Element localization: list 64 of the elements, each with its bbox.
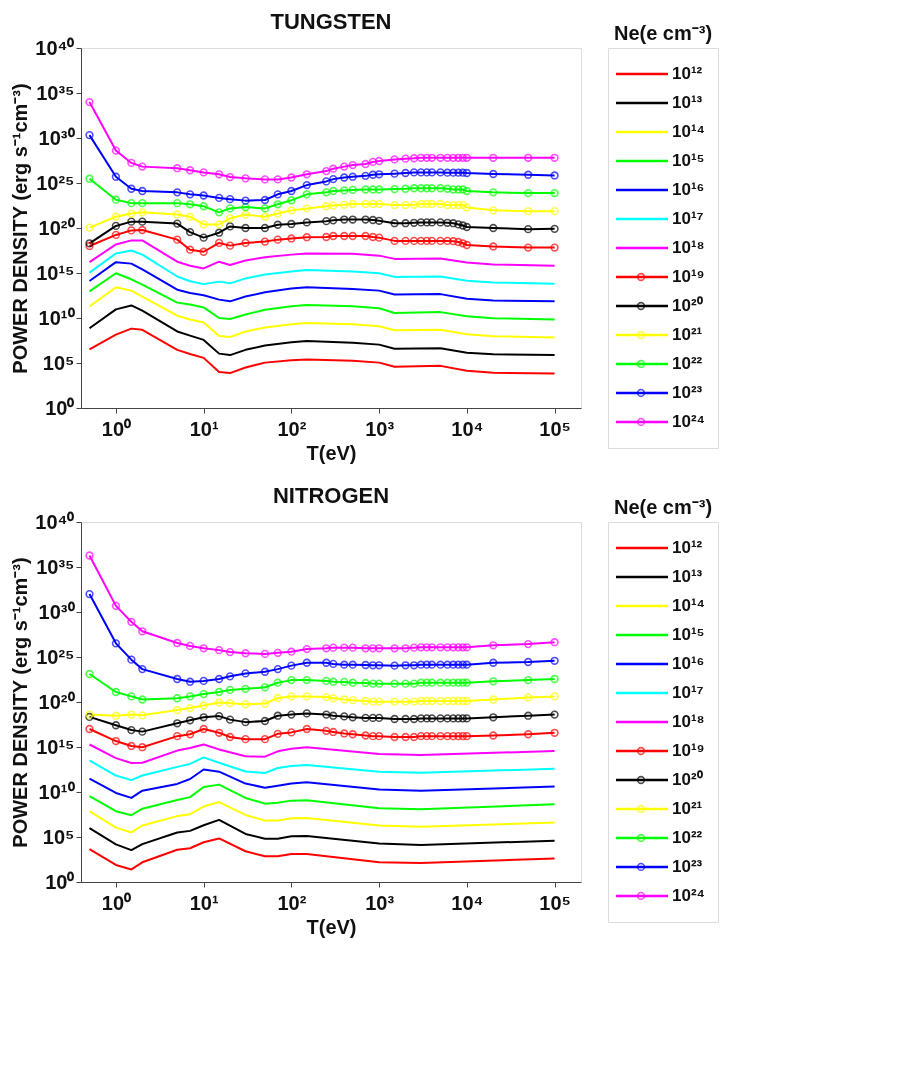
y-tick-label: 10¹⁰ [38,306,75,329]
legend-label: 10²⁴ [672,411,705,431]
x-axis-title: T(eV) [306,915,357,938]
y-tick-label: 10³⁵ [36,81,75,104]
y-axis-title: POWER DENSITY (erg s⁻¹cm⁻³) [9,83,32,374]
y-tick-label: 10¹⁵ [36,261,75,284]
legend-label: 10¹⁹ [672,266,705,286]
y-tick-label: 10³⁵ [36,555,75,578]
chart-title: NITROGEN [272,483,390,508]
y-tick-label: 10⁵ [42,351,75,374]
legend-label: 10¹² [672,538,703,558]
x-tick-label: 10¹ [189,891,219,914]
x-tick-label: 10⁴ [451,891,484,914]
legend-label: 10²¹ [672,324,703,344]
y-tick-label: 10⁴⁰ [35,36,75,59]
x-tick-label: 10³ [365,417,395,440]
legend-label: 10¹⁴ [672,596,705,616]
x-tick-label: 10⁴ [451,417,484,440]
x-tick-label: 10³ [365,891,395,914]
legend-label: 10²⁰ [672,295,703,315]
legend-label: 10²⁰ [672,769,703,789]
chart-title: TUNGSTEN [270,9,392,34]
legend-title: Ne(e cm⁻³) [613,22,713,44]
x-tick-label: 10² [277,891,307,914]
y-tick-label: 10³⁰ [38,600,75,623]
y-tick-label: 10¹⁰ [38,780,75,803]
legend-title: Ne(e cm⁻³) [613,496,713,518]
legend-label: 10²⁴ [672,885,705,905]
legend-label: 10¹⁸ [672,712,705,731]
legend-label: 10¹⁷ [672,209,704,229]
y-tick-label: 10²⁰ [38,690,75,713]
legend-label: 10¹⁷ [672,683,704,703]
x-axis-title: T(eV) [306,441,357,464]
y-tick-label: 10²⁵ [36,171,75,194]
legend-label: 10²² [672,353,703,373]
y-tick-label: 10²⁵ [36,645,75,668]
legend-label: 10¹⁵ [672,151,705,171]
y-tick-label: 10¹⁵ [36,735,75,758]
y-tick-label: 10⁴⁰ [35,510,75,533]
x-tick-label: 10⁵ [539,417,571,440]
y-tick-label: 10²⁰ [38,216,75,239]
x-tick-label: 10⁵ [539,891,571,914]
legend-label: 10¹⁸ [672,238,705,257]
legend-label: 10¹² [672,64,703,84]
y-axis-title: POWER DENSITY (erg s⁻¹cm⁻³) [9,557,32,848]
x-tick-label: 10⁰ [101,417,132,440]
legend-label: 10¹³ [672,567,703,587]
legend-label: 10¹⁶ [672,654,705,674]
y-tick-label: 10⁵ [42,825,75,848]
x-tick-label: 10⁰ [101,891,132,914]
legend-label: 10¹⁵ [672,625,705,645]
y-tick-label: 10³⁰ [38,126,75,149]
y-tick-label: 10⁰ [45,870,75,893]
legend-label: 10¹³ [672,93,703,113]
legend-label: 10²¹ [672,798,703,818]
y-tick-label: 10⁰ [45,396,75,419]
x-tick-label: 10² [277,417,307,440]
legend-label: 10²³ [672,382,703,402]
legend-label: 10¹⁴ [672,122,705,142]
legend-label: 10²³ [672,856,703,876]
legend-label: 10²² [672,827,703,847]
legend-label: 10¹⁶ [672,180,705,200]
legend-label: 10¹⁹ [672,740,705,760]
x-tick-label: 10¹ [189,417,219,440]
